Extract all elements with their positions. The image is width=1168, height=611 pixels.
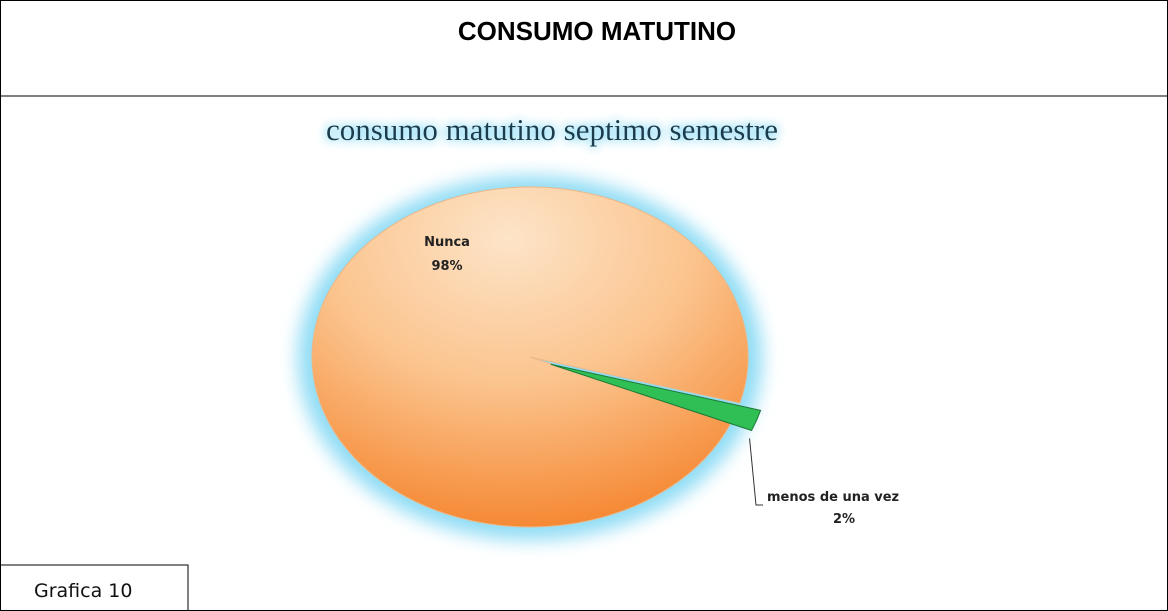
header-title: CONSUMO MATUTINO: [458, 16, 736, 46]
pie-slice: [311, 186, 749, 528]
slice-value-label: 2%: [833, 512, 855, 527]
slice-value-label: 98%: [431, 259, 462, 274]
slice-label: Nunca: [424, 235, 470, 250]
slice-label: menos de una vez: [767, 490, 899, 505]
chart-title: consumo matutino septimo semestre: [326, 112, 778, 147]
caption: Grafica 10: [34, 580, 132, 602]
pie-slice: [550, 363, 762, 432]
leader-line: [749, 438, 763, 506]
caption-cell: [0, 564, 189, 611]
